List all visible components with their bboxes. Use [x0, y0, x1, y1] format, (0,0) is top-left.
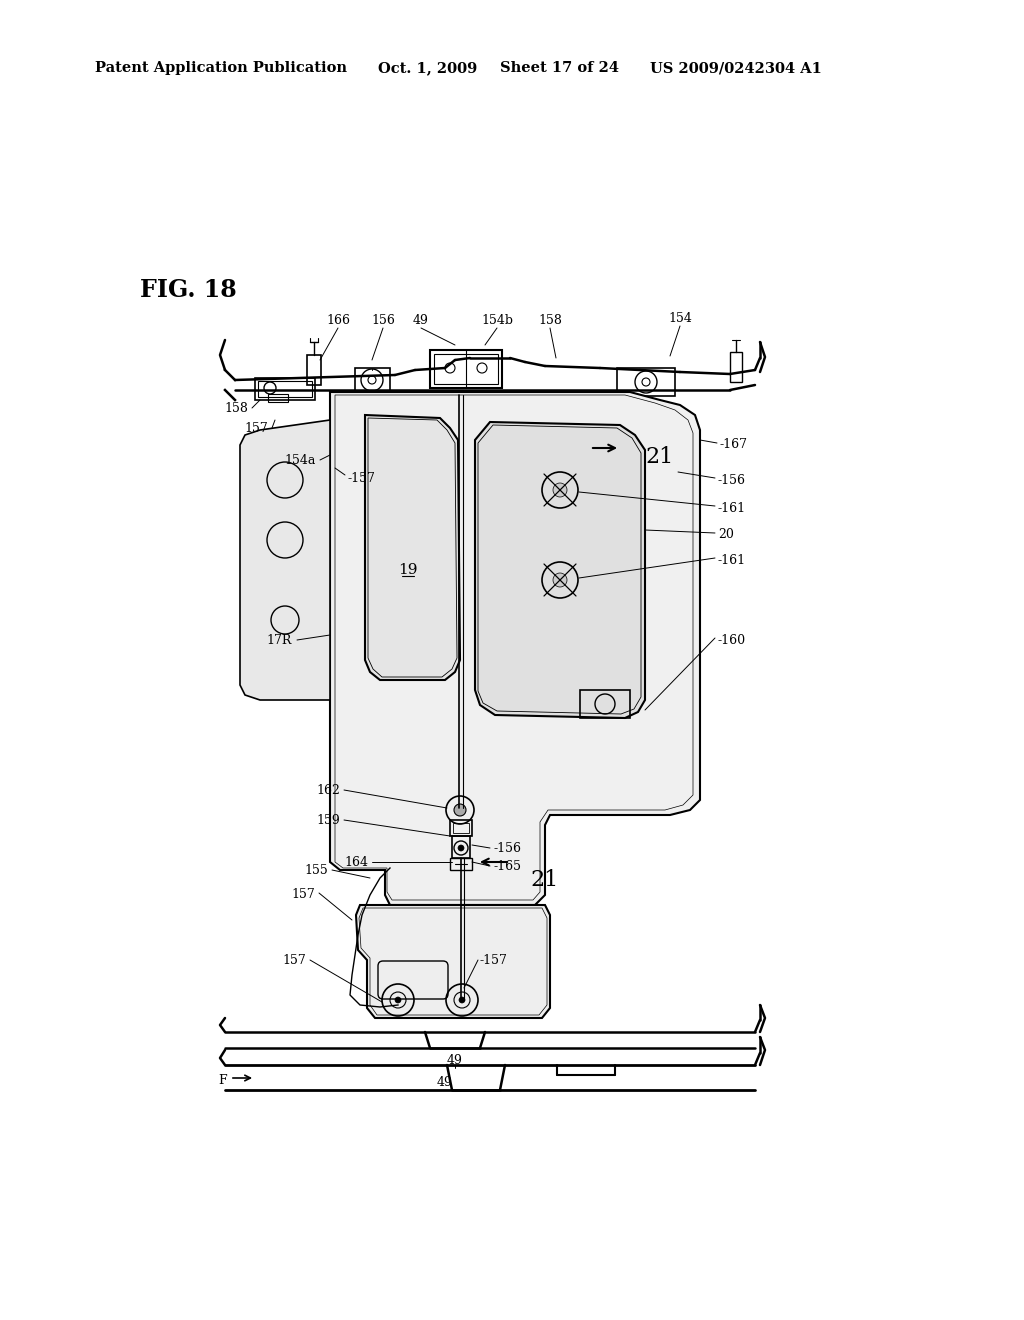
Bar — [617, 368, 675, 396]
Polygon shape — [330, 392, 700, 906]
Text: Sheet 17 of 24: Sheet 17 of 24 — [500, 61, 618, 75]
Bar — [434, 354, 498, 384]
Bar — [453, 822, 469, 833]
Polygon shape — [240, 420, 330, 700]
Text: 158: 158 — [538, 314, 562, 326]
Text: -157: -157 — [480, 953, 508, 966]
Circle shape — [553, 573, 567, 587]
Text: -156: -156 — [493, 842, 521, 854]
Bar — [450, 858, 472, 870]
Text: -157: -157 — [348, 471, 376, 484]
Text: Oct. 1, 2009: Oct. 1, 2009 — [378, 61, 477, 75]
Polygon shape — [365, 414, 460, 680]
Text: 157: 157 — [245, 421, 268, 434]
Text: FIG. 18: FIG. 18 — [140, 279, 237, 302]
Text: 154b: 154b — [481, 314, 513, 326]
Polygon shape — [356, 906, 550, 1018]
Text: 154: 154 — [668, 312, 692, 325]
Bar — [450, 820, 472, 836]
Text: 19: 19 — [398, 564, 418, 577]
Text: 49: 49 — [437, 1077, 453, 1089]
Text: 159: 159 — [316, 813, 340, 826]
Text: 20: 20 — [718, 528, 734, 541]
Bar — [580, 690, 630, 718]
Text: -167: -167 — [720, 438, 748, 451]
Text: -160: -160 — [718, 634, 746, 647]
Text: Patent Application Publication: Patent Application Publication — [95, 61, 347, 75]
Circle shape — [553, 483, 567, 498]
Text: 157: 157 — [283, 953, 306, 966]
Text: 157: 157 — [291, 888, 315, 902]
Bar — [258, 381, 312, 397]
Text: 21: 21 — [645, 446, 673, 469]
Text: -165: -165 — [493, 859, 521, 873]
Text: 156: 156 — [371, 314, 395, 326]
Circle shape — [458, 845, 464, 851]
Text: 21: 21 — [530, 869, 558, 891]
Text: 49: 49 — [447, 1053, 463, 1067]
Text: 154a: 154a — [285, 454, 316, 466]
Text: 158: 158 — [224, 401, 248, 414]
Circle shape — [454, 804, 466, 816]
Text: F: F — [218, 1073, 226, 1086]
Text: 164: 164 — [344, 855, 368, 869]
Polygon shape — [475, 422, 645, 718]
Text: -161: -161 — [718, 502, 746, 515]
Bar — [307, 355, 321, 385]
Text: -161: -161 — [718, 553, 746, 566]
Bar — [268, 393, 288, 403]
Text: 162: 162 — [316, 784, 340, 796]
Text: US 2009/0242304 A1: US 2009/0242304 A1 — [650, 61, 822, 75]
Circle shape — [459, 997, 465, 1003]
Text: 155: 155 — [304, 863, 328, 876]
Text: 17R: 17R — [266, 634, 292, 647]
Bar — [430, 350, 502, 388]
Bar — [452, 836, 470, 858]
Text: -156: -156 — [718, 474, 746, 487]
Bar — [255, 378, 315, 400]
Text: 166: 166 — [326, 314, 350, 326]
Text: 49: 49 — [413, 314, 429, 326]
Bar — [355, 368, 390, 393]
Circle shape — [395, 997, 401, 1003]
Bar — [730, 352, 742, 381]
